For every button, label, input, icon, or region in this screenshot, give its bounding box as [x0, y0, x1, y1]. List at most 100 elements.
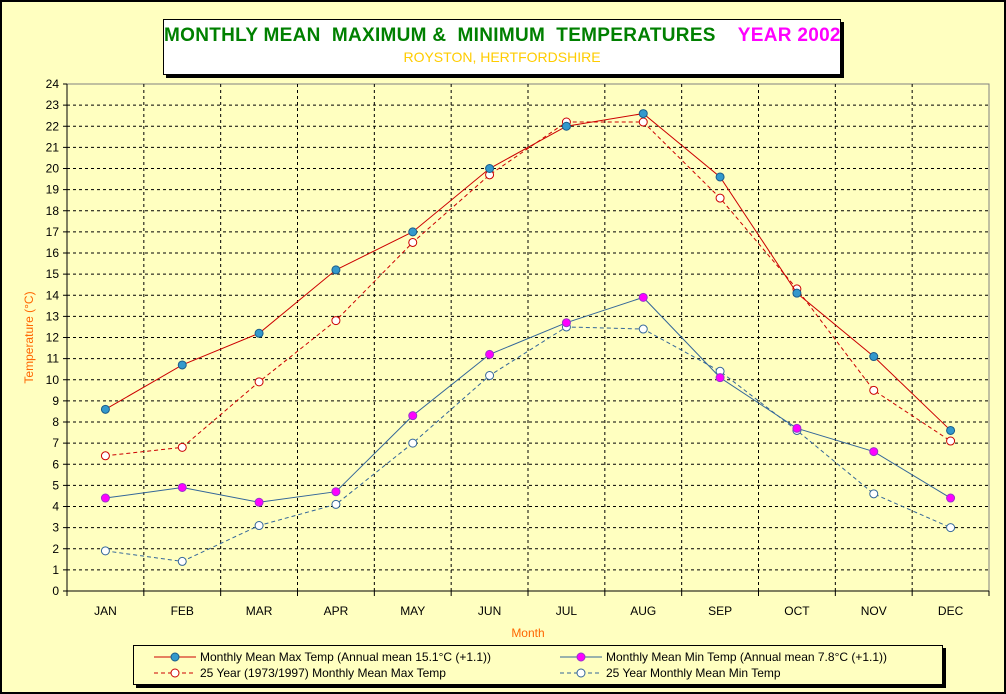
data-point-series-1: [254, 377, 264, 387]
data-point-series-2: [869, 447, 879, 457]
legend-label-min-2002: Monthly Mean Min Temp (Annual mean 7.8°C…: [606, 650, 888, 664]
y-tick-label: 4: [52, 500, 59, 514]
data-point-series-2: [638, 292, 648, 302]
chart-title-main: MONTHLY MEAN MAXIMUM & MINIMUM TEMPERATU…: [164, 25, 716, 46]
y-tick-label: 9: [52, 394, 59, 408]
data-point-series-0: [331, 265, 341, 275]
y-tick-label: 17: [46, 225, 60, 239]
series-line-0: [105, 113, 951, 431]
data-point-series-1: [408, 237, 418, 247]
data-point-series-2: [408, 411, 418, 421]
data-point-series-1: [946, 436, 956, 446]
data-point-series-1: [869, 385, 879, 395]
y-tick-label: 0: [52, 584, 59, 598]
data-point-series-3: [254, 521, 264, 531]
data-point-series-0: [638, 109, 648, 119]
data-point-series-0: [485, 164, 495, 173]
data-point-series-2: [946, 493, 956, 503]
x-tick-label: NOV: [861, 604, 887, 618]
legend-swatch-min-25yr: [560, 668, 602, 678]
data-point-series-0: [408, 227, 418, 237]
y-tick-label: 3: [52, 521, 59, 535]
legend: Monthly Mean Max Temp (Annual mean 15.1°…: [133, 645, 943, 685]
y-tick-label: 10: [46, 373, 60, 387]
x-tick-label: APR: [324, 604, 349, 618]
title-box: MONTHLY MEAN MAXIMUM & MINIMUM TEMPERATU…: [163, 19, 841, 75]
legend-swatch-max-2002: [154, 652, 196, 662]
y-tick-label: 20: [46, 162, 60, 176]
x-tick-label: MAR: [246, 604, 273, 618]
data-point-series-3: [408, 438, 418, 448]
data-point-series-2: [715, 373, 725, 383]
data-point-series-3: [177, 556, 187, 566]
x-axis-title: Month: [511, 626, 544, 640]
data-point-series-1: [638, 117, 648, 127]
legend-label-max-25yr: 25 Year (1973/1997) Monthly Mean Max Tem…: [200, 666, 446, 680]
data-point-series-2: [792, 423, 802, 433]
data-point-series-0: [792, 288, 802, 298]
data-point-series-2: [485, 349, 495, 359]
y-axis-title: Temperature (°C): [22, 291, 36, 383]
data-point-series-3: [331, 499, 341, 509]
data-point-series-2: [177, 482, 187, 492]
data-point-series-0: [561, 121, 571, 131]
y-tick-label: 11: [47, 352, 60, 366]
y-tick-label: 6: [52, 457, 59, 471]
data-point-series-0: [177, 360, 187, 370]
y-tick-label: 8: [52, 415, 59, 429]
data-point-series-3: [946, 523, 956, 533]
series-line-1: [105, 121, 951, 457]
y-tick-label: 22: [46, 119, 60, 133]
y-tick-label: 24: [46, 77, 60, 91]
y-tick-label: 2: [52, 542, 59, 556]
y-tick-label: 5: [52, 478, 59, 492]
legend-label-min-25yr: 25 Year Monthly Mean Min Temp: [606, 666, 781, 680]
x-tick-label: DEC: [938, 604, 964, 618]
y-tick-label: 19: [46, 183, 60, 197]
y-tick-label: 16: [46, 246, 60, 260]
data-point-series-2: [254, 497, 264, 507]
data-point-series-1: [331, 316, 341, 326]
series-line-3: [105, 326, 951, 562]
y-tick-label: 14: [46, 288, 60, 302]
data-point-series-1: [100, 451, 110, 461]
data-point-series-0: [100, 404, 110, 414]
data-point-series-1: [715, 193, 725, 203]
y-tick-label: 23: [46, 98, 60, 112]
legend-swatch-min-2002: [560, 652, 602, 662]
legend-swatch-max-25yr: [154, 668, 196, 678]
data-point-series-0: [254, 328, 264, 338]
x-tick-label: JUL: [556, 604, 578, 618]
x-tick-label: JAN: [94, 604, 117, 618]
y-tick-label: 7: [52, 436, 59, 450]
data-point-series-2: [331, 487, 341, 497]
chart-title: MONTHLY MEAN MAXIMUM & MINIMUM TEMPERATU…: [164, 25, 841, 47]
y-tick-label: 1: [52, 563, 59, 577]
data-point-series-0: [715, 172, 725, 182]
series-line-2: [105, 296, 951, 503]
data-point-series-0: [869, 352, 879, 362]
x-tick-label: JUN: [478, 604, 501, 618]
y-tick-label: 12: [46, 331, 60, 345]
chart-subtitle: ROYSTON, HERTFORDSHIRE: [403, 49, 601, 65]
y-tick-label: 18: [46, 204, 60, 218]
data-point-series-3: [485, 371, 495, 381]
y-tick-label: 21: [46, 140, 60, 154]
data-point-series-2: [561, 318, 571, 328]
data-point-series-2: [100, 493, 110, 503]
data-point-series-3: [100, 546, 110, 556]
data-point-series-1: [177, 442, 187, 452]
x-tick-label: MAY: [400, 604, 425, 618]
x-tick-label: FEB: [171, 604, 194, 618]
data-point-series-3: [638, 324, 648, 334]
x-tick-label: AUG: [630, 604, 656, 618]
legend-label-max-2002: Monthly Mean Max Temp (Annual mean 15.1°…: [200, 650, 492, 664]
x-tick-label: SEP: [708, 604, 732, 618]
y-tick-label: 15: [46, 267, 60, 281]
data-point-series-3: [869, 489, 879, 499]
data-point-series-0: [946, 425, 956, 435]
y-tick-label: 13: [46, 309, 60, 323]
x-tick-label: OCT: [784, 604, 810, 618]
chart-title-year: YEAR 2002: [737, 25, 841, 46]
